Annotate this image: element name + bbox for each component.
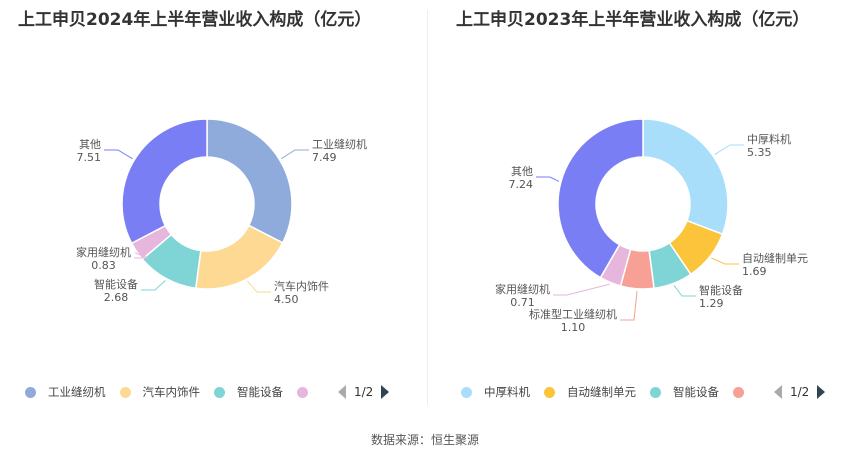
legend-item[interactable]: 自动缝制单元 [544,384,636,400]
legend-item[interactable]: 汽车内饰件 [119,384,201,400]
leader-line [536,176,560,182]
slice-name: 其他 [511,165,533,178]
donut-slice[interactable] [206,118,293,244]
legend-item[interactable] [297,386,320,398]
leader-line [141,280,166,291]
slice-value: 1.69 [742,265,767,278]
leader-line [280,149,309,160]
slice-label: 其他 7.24 [509,165,534,191]
chart-title-2024: 上工申贝2024年上半年营业收入构成（亿元） [18,10,372,30]
legend-label: 智能设备 [237,385,283,399]
slice-name: 智能设备 [699,284,743,297]
slice-label: 工业缝纫机 7.49 [312,138,367,164]
legend-dot-icon [733,386,744,398]
slice-name: 自动缝制单元 [742,252,808,265]
legend-dot-icon [544,386,555,398]
legend-dot-icon [650,386,661,398]
slice-name: 家用缝纫机 [495,283,550,296]
legend-label: 工业缝纫机 [48,385,106,399]
slice-label: 中厚料机 5.35 [747,133,791,159]
leader-line [553,283,610,296]
legend-item[interactable]: 智能设备 [650,384,719,400]
legend-dot-icon [119,386,131,398]
slice-label: 智能设备 1.29 [699,284,743,310]
slice-name: 标准型工业缝纫机 [529,308,617,321]
legend-label: 智能设备 [673,385,719,399]
legend-item[interactable]: 工业缝纫机 [25,384,106,400]
legend-2023: 中厚料机 自动缝制单元 智能设备 1/2 [461,384,826,400]
slice-value: 7.24 [508,178,534,191]
leader-line [673,285,696,297]
legend-pager: 1/2 [338,385,390,399]
legend-dot-icon [214,386,225,398]
leader-line [714,144,744,156]
slice-value: 7.49 [312,151,337,164]
legend-dot-icon [461,386,472,398]
slice-name: 工业缝纫机 [312,138,367,151]
slice-label: 标准型工业缝纫机 1.10 [529,308,617,334]
legend-label: 汽车内饰件 [142,385,201,399]
slice-value: 5.35 [747,146,772,159]
slice-value: 0.71 [510,296,535,309]
divider [427,10,428,405]
slice-name: 汽车内饰件 [274,280,329,293]
legend-item[interactable] [733,386,756,398]
prev-page-icon[interactable] [338,385,346,399]
legend-dot-icon [25,386,36,398]
donut-slice[interactable] [121,118,208,245]
donut-slice[interactable] [642,118,729,236]
slice-label: 家用缝纫机 0.83 [76,246,131,272]
slice-value: 0.83 [91,259,116,272]
slice-value: 7.51 [76,151,102,164]
leader-line [620,290,638,321]
page-indicator: 1/2 [790,385,810,399]
leader-line [134,252,149,259]
next-page-icon[interactable] [381,385,390,399]
slice-name: 其他 [79,138,101,151]
chart-title-2023: 上工申贝2023年上半年营业收入构成（亿元） [456,10,810,30]
slice-value: 2.68 [103,291,129,304]
leader-line [104,149,133,160]
legend-dot-icon [297,386,308,398]
legend-item[interactable]: 中厚料机 [461,384,530,400]
prev-page-icon[interactable] [774,385,782,399]
legend-pager: 1/2 [774,385,826,399]
slice-name: 家用缝纫机 [76,246,131,259]
legend-label: 中厚料机 [484,385,530,399]
slice-label: 汽车内饰件 4.50 [274,280,329,306]
slice-value: 1.29 [699,297,724,310]
next-page-icon[interactable] [817,385,826,399]
slice-name: 智能设备 [94,278,138,291]
legend-label: 自动缝制单元 [567,385,636,399]
slice-label: 其他 7.51 [77,138,102,164]
data-source: 数据来源：恒生聚源 [370,433,479,447]
slice-name: 中厚料机 [747,133,791,146]
slice-label: 智能设备 2.68 [94,278,138,304]
slice-label: 自动缝制单元 1.69 [742,252,808,278]
legend-item[interactable]: 智能设备 [214,384,283,400]
slice-label: 家用缝纫机 0.71 [495,283,550,309]
leader-line [711,257,739,265]
donut-slice[interactable] [557,118,644,279]
leader-line [246,280,271,293]
slice-value: 1.10 [560,321,586,334]
slice-value: 4.50 [274,293,299,306]
legend-2024: 工业缝纫机 汽车内饰件 智能设备 1/2 [25,384,390,400]
page-indicator: 1/2 [354,385,374,399]
